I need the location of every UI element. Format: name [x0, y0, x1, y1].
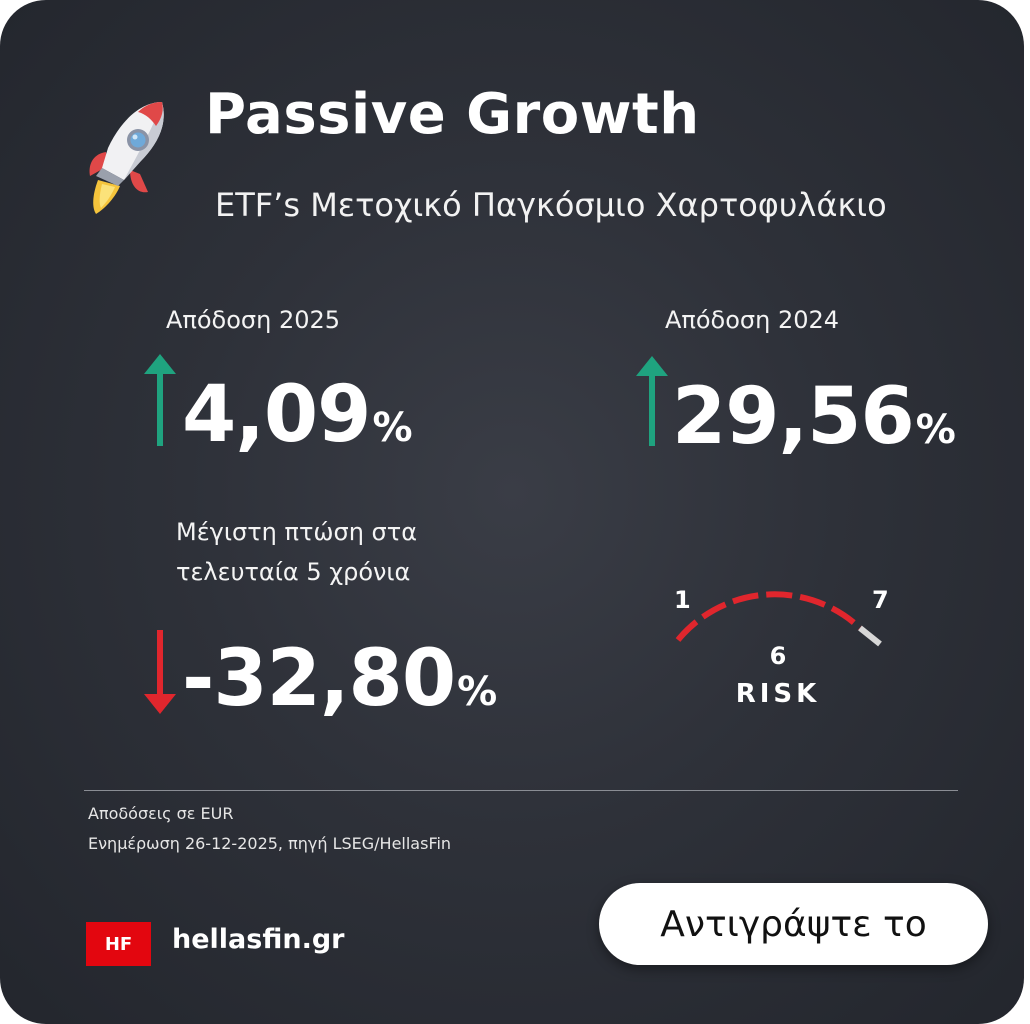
max-drawdown-number: -32,80 — [182, 634, 456, 724]
risk-gauge-arc: 1 7 6 RISK — [674, 586, 889, 709]
arrow-down-icon — [144, 630, 176, 714]
risk-label: RISK — [736, 679, 821, 709]
return-2024-label: Απόδοση 2024 — [665, 306, 840, 334]
page-subtitle: ETF’s Μετοχικό Παγκόσμιο Χαρτοφυλάκιο — [215, 186, 887, 224]
copy-button[interactable]: Αντιγράψτε το — [599, 883, 988, 965]
return-2025-number: 4,09 — [182, 370, 371, 460]
max-drawdown-value: -32,80% — [182, 634, 497, 724]
max-drawdown-label: Μέγιστη πτώση στα τελευταία 5 χρόνια — [176, 512, 417, 592]
site-link[interactable]: hellasfin.gr — [172, 924, 345, 955]
hellasfin-logo: HF — [86, 922, 151, 966]
risk-level-value: 6 — [770, 642, 787, 670]
divider — [84, 790, 958, 791]
risk-min-label: 1 — [674, 586, 691, 614]
rocket-icon — [89, 102, 164, 214]
footer-source-note: Ενημέρωση 26-12-2025, πηγή LSEG/HellasFi… — [88, 834, 452, 853]
percent-sign: % — [457, 669, 497, 715]
return-2025-label: Απόδοση 2025 — [166, 306, 341, 334]
percent-sign: % — [372, 405, 412, 451]
arrow-up-icon — [636, 356, 668, 446]
max-drawdown-label-line1: Μέγιστη πτώση στα — [176, 518, 418, 546]
risk-max-label: 7 — [872, 586, 889, 614]
page-title: Passive Growth — [205, 82, 700, 147]
return-2024-number: 29,56 — [672, 372, 915, 462]
percent-sign: % — [915, 407, 956, 453]
return-2024-value: 29,56% — [672, 372, 956, 462]
max-drawdown-label-line2: τελευταία 5 χρόνια — [176, 558, 411, 586]
footer-currency-note: Αποδόσεις σε EUR — [88, 804, 234, 823]
arrow-up-icon — [144, 354, 176, 446]
risk-gauge: 1 7 6 RISK — [660, 580, 900, 720]
return-2025-value: 4,09% — [182, 370, 413, 460]
